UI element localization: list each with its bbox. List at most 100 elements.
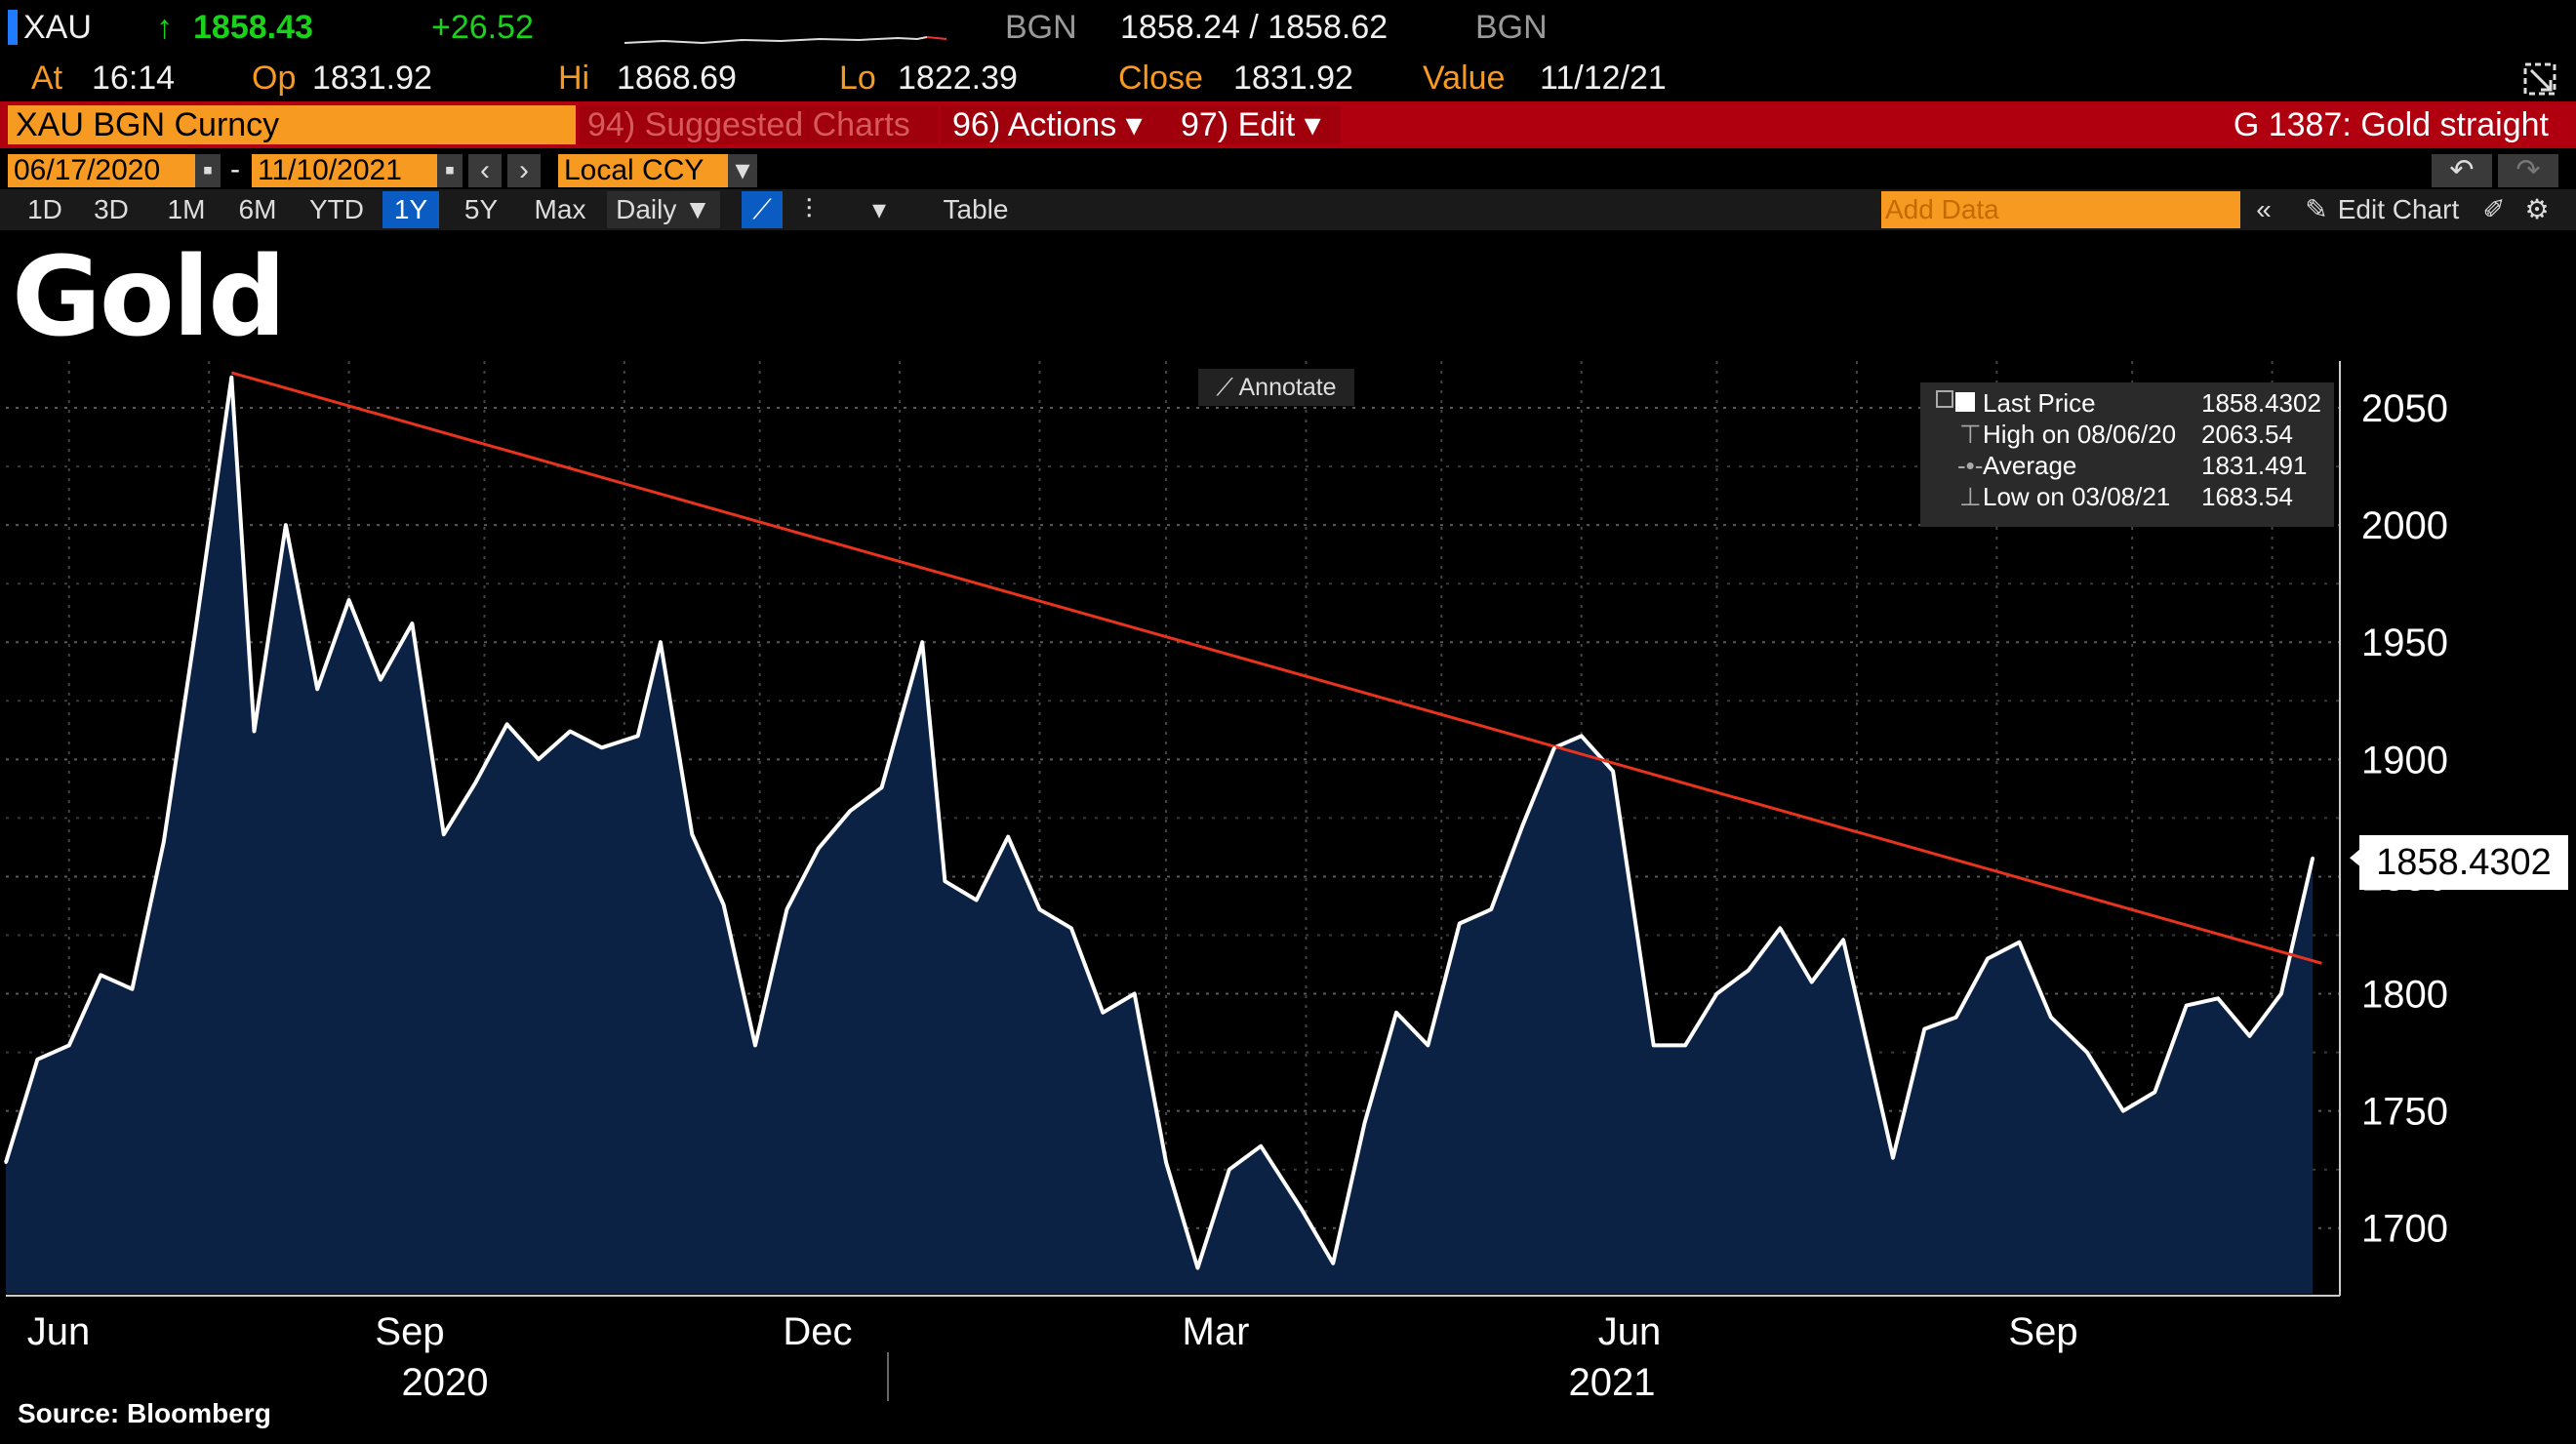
- legend-label: Average: [1983, 451, 2077, 480]
- legend-label: Low on 03/08/21: [1983, 482, 2171, 511]
- legend-swatch: [1955, 392, 1975, 412]
- timeframe-1m[interactable]: 1M: [167, 194, 206, 224]
- price-point: [2049, 1016, 2053, 1020]
- start-date-input[interactable]: 06/17/2020: [8, 154, 201, 187]
- price-point: [753, 1043, 757, 1047]
- price-point: [2085, 1051, 2089, 1055]
- low-marker-icon: ⊥: [1959, 482, 1982, 511]
- y-tick-label: 1950: [2361, 622, 2448, 664]
- price-point: [975, 898, 979, 902]
- timeframe-3d[interactable]: 3D: [94, 194, 129, 224]
- price-point: [67, 1043, 71, 1047]
- price-point: [636, 734, 640, 738]
- timeframe-ytd[interactable]: YTD: [309, 194, 364, 224]
- edit-menu[interactable]: 97) Edit ▾: [1169, 105, 1341, 144]
- annotate-button[interactable]: ⟋ Annotate: [1198, 369, 1354, 406]
- price-point: [1069, 926, 1073, 930]
- legend-value: 1683.54: [2201, 482, 2293, 511]
- timeframe-max[interactable]: Max: [534, 194, 586, 224]
- price-point: [943, 879, 946, 883]
- collapse-icon[interactable]: «: [2256, 194, 2272, 224]
- price-point: [1164, 1160, 1168, 1164]
- last-value-pointer: [2350, 848, 2361, 868]
- price-change: +26.52: [431, 9, 534, 46]
- price-point: [229, 376, 233, 380]
- price-point: [379, 678, 382, 682]
- price-point: [1038, 907, 1042, 911]
- price-point: [99, 973, 102, 977]
- price-point: [1778, 926, 1782, 930]
- x-tick-label: Mar: [1183, 1310, 1250, 1353]
- timeframe-5y[interactable]: 5Y: [463, 194, 499, 224]
- undo-icon[interactable]: ↶: [2432, 154, 2492, 187]
- price-point: [568, 730, 572, 734]
- edit-chart-button[interactable]: Edit Chart: [2337, 194, 2460, 224]
- ticker[interactable]: XAU: [23, 9, 92, 46]
- source-label-2: BGN: [1475, 9, 1548, 46]
- bar-chart-icon[interactable]: ⫶: [805, 194, 813, 224]
- chevron-down-icon[interactable]: ▾: [871, 194, 887, 224]
- y-tick-label: 2000: [2361, 504, 2448, 547]
- price-point: [1101, 1011, 1105, 1015]
- value-label: Value: [1423, 60, 1506, 97]
- price-point: [1891, 1156, 1895, 1160]
- price-point: [1458, 921, 1462, 925]
- x-year-label: 2021: [1569, 1361, 1656, 1404]
- chart-title: Gold: [12, 234, 286, 361]
- calendar-icon[interactable]: ▪: [195, 154, 221, 187]
- last-price: 1858.43: [193, 9, 313, 46]
- close-value: 1831.92: [1233, 60, 1353, 97]
- line-chart-icon[interactable]: ⟋: [742, 191, 783, 228]
- redo-icon[interactable]: ↷: [2498, 154, 2558, 187]
- lo-label: Lo: [839, 60, 876, 97]
- price-point: [1552, 745, 1556, 749]
- legend-value: 1858.4302: [2201, 388, 2321, 418]
- expand-icon[interactable]: [2521, 60, 2560, 100]
- price-point: [35, 1058, 39, 1062]
- gear-icon[interactable]: ⚙: [2524, 194, 2550, 224]
- last-value-label: 1858.4302: [2359, 835, 2568, 890]
- actions-menu[interactable]: 96) Actions ▾: [941, 105, 1173, 144]
- hi-label: Hi: [558, 60, 590, 97]
- currency-select[interactable]: Local CCY: [558, 154, 734, 187]
- pencil-icon[interactable]: ✎: [2305, 194, 2328, 224]
- price-point: [1580, 734, 1584, 738]
- price-point: [1922, 1027, 1926, 1031]
- price-point: [1006, 835, 1010, 839]
- price-point: [2279, 992, 2283, 996]
- legend-collapse-icon[interactable]: [1936, 390, 1953, 408]
- price-point: [1394, 1011, 1398, 1015]
- chevron-down-icon[interactable]: ▾: [728, 154, 757, 187]
- lo-value: 1822.39: [898, 60, 1018, 97]
- price-point: [920, 640, 924, 644]
- hi-value: 1868.69: [617, 60, 737, 97]
- timeframe-1d[interactable]: 1D: [27, 194, 62, 224]
- price-point: [442, 832, 446, 836]
- price-point: [1986, 957, 1990, 961]
- price-point: [785, 907, 788, 911]
- price-point: [1683, 1043, 1687, 1047]
- chevron-left-icon[interactable]: ‹: [468, 154, 502, 187]
- price-point: [2216, 996, 2220, 1000]
- sparkline: [624, 36, 946, 45]
- chart-marks: [4, 376, 2314, 1270]
- timeframe-6m[interactable]: 6M: [238, 194, 277, 224]
- trend-line[interactable]: [230, 371, 2322, 965]
- price-point: [880, 785, 884, 789]
- calendar-icon[interactable]: ▪: [437, 154, 463, 187]
- timeframe-1y[interactable]: 1Y: [382, 191, 439, 228]
- table-button[interactable]: Table: [943, 194, 1009, 224]
- price-point: [1954, 1016, 1958, 1020]
- price-point: [600, 745, 604, 749]
- end-date-input[interactable]: 11/10/2021: [252, 154, 445, 187]
- op-value: 1831.92: [312, 60, 432, 97]
- price-point: [1133, 992, 1137, 996]
- chevron-right-icon[interactable]: ›: [507, 154, 541, 187]
- price-point: [1259, 1144, 1263, 1148]
- edit-settings-icon[interactable]: ✐: [2482, 194, 2506, 224]
- add-data-input[interactable]: Add Data: [1881, 191, 2240, 228]
- frequency-select[interactable]: Daily ▼: [607, 191, 720, 228]
- security-field[interactable]: XAU BGN Curncy: [8, 105, 576, 144]
- suggested-charts-button[interactable]: 94) Suggested Charts: [580, 105, 939, 144]
- price-point: [1841, 938, 1845, 942]
